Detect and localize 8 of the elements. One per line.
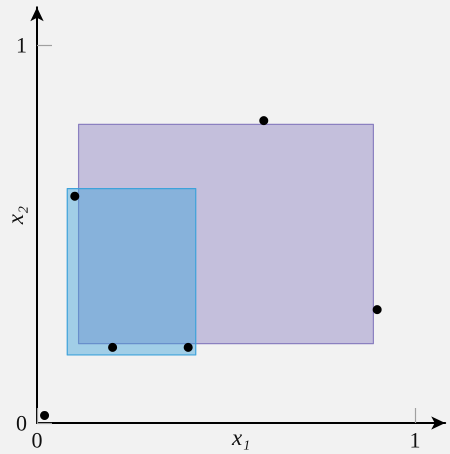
point [184, 342, 193, 352]
point [40, 410, 50, 420]
point [372, 305, 382, 314]
point [259, 116, 268, 126]
x-axis-title: x₁ [230, 425, 250, 450]
y-axis-title: x₂ [3, 206, 28, 226]
point [108, 342, 118, 352]
point [70, 192, 80, 201]
